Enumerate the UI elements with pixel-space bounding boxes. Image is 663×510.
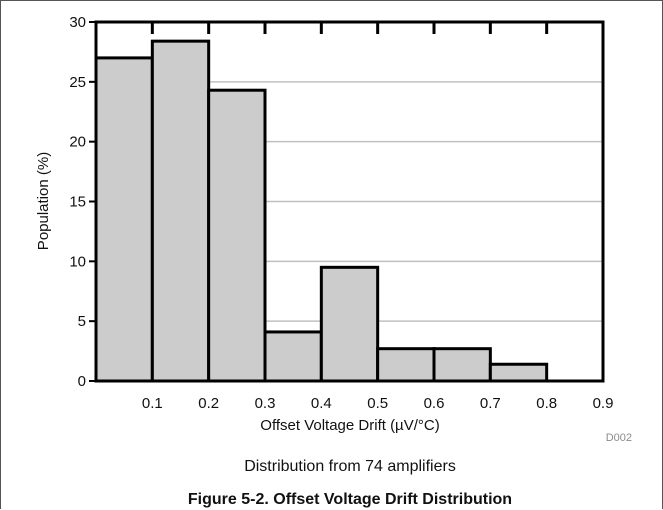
y-axis-title: Population (%) bbox=[35, 152, 52, 250]
bars bbox=[94, 39, 549, 383]
bar-3 bbox=[263, 330, 323, 383]
bar-0 bbox=[94, 56, 154, 383]
y-tick-label-15: 15 bbox=[69, 194, 86, 211]
y-tick-label-30: 30 bbox=[69, 14, 86, 31]
x-tick-label-0.3: 0.3 bbox=[255, 395, 276, 412]
x-axis-title: Offset Voltage Drift (µV/°C) bbox=[260, 417, 439, 434]
axis-ticks bbox=[89, 21, 549, 382]
y-tick-label-10: 10 bbox=[69, 253, 86, 270]
bar-4 bbox=[319, 265, 380, 383]
bar-7 bbox=[488, 362, 549, 383]
bar-6 bbox=[432, 347, 492, 383]
distribution-subtitle: Distribution from 74 amplifiers bbox=[244, 458, 456, 475]
bar-2 bbox=[207, 88, 267, 383]
x-tick-label-0.5: 0.5 bbox=[367, 395, 388, 412]
y-tick-label-0: 0 bbox=[78, 373, 86, 390]
figure-code: D002 bbox=[606, 432, 632, 444]
x-tick-label-0.2: 0.2 bbox=[198, 395, 219, 412]
tick-labels: 0 5 10 15 20 25 30 0.1 0.2 0.3 0.4 0.5 0.6 0.7 0.8 0.9 bbox=[69, 14, 613, 412]
x-tick-label-0.9: 0.9 bbox=[593, 395, 614, 412]
x-tick-label-0.7: 0.7 bbox=[480, 395, 501, 412]
bar-1 bbox=[150, 39, 211, 383]
bar-5 bbox=[376, 347, 436, 383]
y-tick-label-5: 5 bbox=[78, 313, 86, 330]
x-tick-label-0.4: 0.4 bbox=[311, 395, 332, 412]
x-tick-label-0.8: 0.8 bbox=[536, 395, 557, 412]
y-tick-label-20: 20 bbox=[69, 134, 86, 151]
figure-caption: Figure 5-2. Offset Voltage Drift Distrib… bbox=[188, 491, 512, 508]
y-tick-label-25: 25 bbox=[69, 74, 86, 91]
x-tick-label-0.1: 0.1 bbox=[142, 395, 163, 412]
x-tick-label-0.6: 0.6 bbox=[424, 395, 445, 412]
